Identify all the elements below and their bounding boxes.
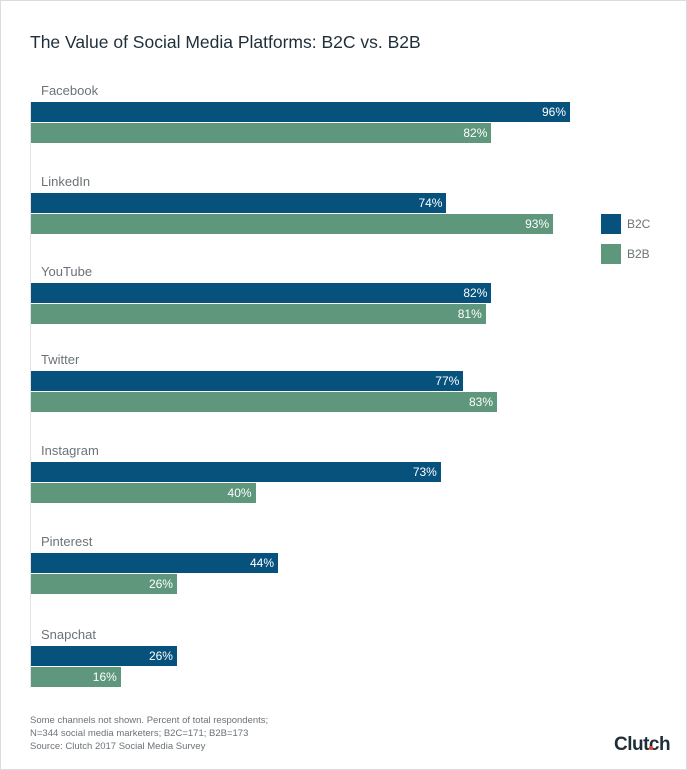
data-label: 74% — [418, 196, 443, 210]
data-label: 40% — [227, 485, 252, 500]
data-label: 77% — [435, 374, 460, 388]
bar-b2b-twitter: 83% — [31, 391, 497, 412]
bar-b2b-instagram: 40% — [31, 482, 256, 503]
y-axis-line — [30, 102, 31, 688]
category-label: Facebook — [41, 83, 99, 98]
data-label: 73% — [412, 465, 437, 479]
legend-swatch-b2b — [601, 244, 621, 264]
footnote-2: N=344 social media marketers; B2C=171; B… — [30, 728, 249, 739]
data-label: 93% — [525, 216, 550, 231]
bar-b2c-snapchat: 26% — [31, 646, 177, 666]
data-label: 16% — [92, 669, 117, 684]
data-label: 81% — [457, 306, 482, 321]
bar-b2b-linkedin: 93% — [31, 213, 554, 234]
footnote-1: Some channels not shown. Percent of tota… — [30, 715, 269, 726]
bar-b2c-youtube: 82% — [31, 283, 492, 303]
bar-b2c-pinterest: 44% — [31, 553, 279, 573]
category-label: Pinterest — [41, 534, 93, 549]
category-label: YouTube — [41, 264, 93, 279]
bar-b2c-facebook: 96% — [31, 102, 570, 122]
data-label: 83% — [468, 394, 493, 409]
data-label: 44% — [250, 556, 275, 570]
category-label: LinkedIn — [41, 174, 91, 189]
logo-dot — [649, 746, 653, 750]
bar-b2c-linkedin: 74% — [31, 193, 447, 213]
legend-swatch-b2c — [601, 214, 621, 234]
bar-b2b-facebook: 82% — [31, 122, 492, 143]
bar-b2c-twitter: 77% — [31, 371, 464, 391]
data-label: 82% — [463, 286, 488, 300]
footnote-source: Source: Clutch 2017 Social Media Survey — [30, 741, 206, 752]
data-label: 26% — [148, 576, 173, 591]
bar-b2b-youtube: 81% — [31, 303, 486, 324]
bar-b2b-snapchat: 16% — [31, 666, 121, 687]
category-label: Instagram — [41, 443, 99, 458]
legend-label-b2c: B2C — [627, 217, 651, 231]
clutch-logo: Clutch — [614, 734, 671, 755]
data-label: 82% — [463, 125, 488, 140]
chart-title: The Value of Social Media Platforms: B2C… — [30, 32, 421, 52]
legend-label-b2b: B2B — [627, 247, 650, 261]
category-label: Snapchat — [41, 627, 96, 642]
bar-b2b-pinterest: 26% — [31, 573, 177, 594]
data-label: 96% — [541, 105, 566, 119]
data-label: 26% — [148, 649, 173, 663]
bar-b2c-instagram: 73% — [31, 462, 441, 482]
category-label: Twitter — [41, 352, 80, 367]
